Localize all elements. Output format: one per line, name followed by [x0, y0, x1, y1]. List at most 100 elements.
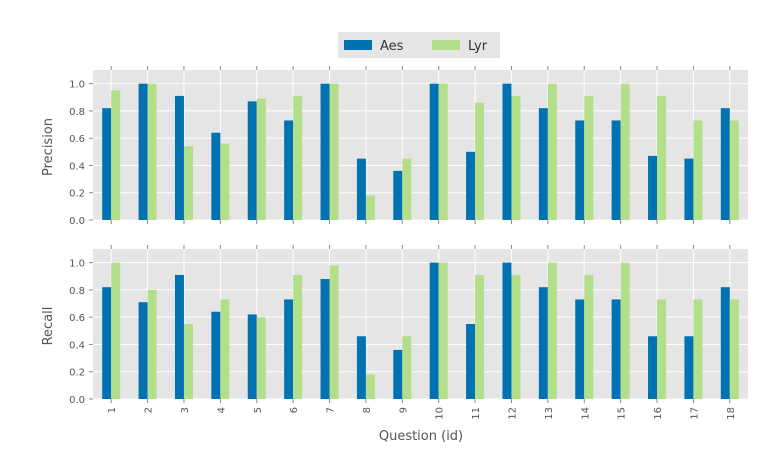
bar-recall-aes-11: [466, 324, 476, 399]
bar-precision-lyr-4: [220, 143, 230, 220]
plot-background-recall: [93, 249, 748, 399]
y-axis-title-precision: Precision: [41, 118, 56, 176]
y-tick-label-recall-1: 0.2: [69, 368, 85, 379]
bar-precision-aes-9: [393, 170, 403, 220]
bar-precision-lyr-3: [183, 146, 193, 220]
x-tick-label-18: 18: [726, 407, 737, 420]
bar-precision-aes-17: [684, 158, 694, 220]
precision-panel: 0.0 0.2 0.4 0.6 0.8 1.0: [69, 66, 748, 227]
bar-precision-aes-11: [466, 151, 476, 220]
bar-recall-aes-2: [138, 302, 148, 399]
bar-precision-lyr-12: [511, 95, 521, 220]
x-tick-label-11: 11: [471, 407, 482, 420]
x-tick-label-17: 17: [689, 407, 700, 420]
bar-recall-lyr-11: [475, 274, 485, 399]
bar-recall-aes-4: [211, 311, 221, 399]
x-tick-label-2: 2: [144, 407, 155, 413]
bar-recall-lyr-1: [111, 262, 121, 399]
y-tick-label-precision-5: 1.0: [69, 80, 85, 91]
y-tick-label-recall-0: 0.0: [69, 395, 85, 406]
bar-precision-aes-10: [429, 83, 439, 221]
x-tick-label-10: 10: [435, 407, 446, 420]
bar-precision-aes-13: [538, 108, 548, 220]
bar-recall-lyr-10: [438, 262, 448, 399]
bar-recall-lyr-2: [147, 289, 157, 399]
x-tick-label-8: 8: [362, 407, 373, 413]
bar-precision-lyr-6: [293, 95, 303, 220]
x-axis-title: Question (id): [379, 429, 463, 444]
y-tick-label-precision-3: 0.6: [69, 134, 85, 145]
bar-recall-aes-16: [648, 336, 658, 399]
x-tick-label-13: 13: [544, 407, 555, 420]
bar-precision-aes-6: [284, 120, 294, 220]
bar-recall-lyr-5: [256, 317, 266, 399]
bar-precision-aes-8: [356, 158, 366, 220]
bar-precision-lyr-2: [147, 83, 157, 221]
bar-recall-lyr-8: [365, 374, 375, 399]
bar-recall-lyr-3: [183, 324, 193, 399]
bar-recall-aes-15: [611, 299, 621, 399]
bar-precision-aes-16: [648, 155, 658, 220]
legend-label-lyr: Lyr: [468, 39, 488, 54]
bar-recall-aes-6: [284, 299, 294, 399]
bar-precision-aes-3: [174, 95, 184, 220]
x-tick-label-1: 1: [107, 407, 118, 413]
bar-recall-aes-8: [356, 336, 366, 399]
bar-precision-lyr-15: [620, 83, 630, 221]
y-tick-label-precision-1: 0.2: [69, 189, 85, 200]
x-tick-label-14: 14: [580, 407, 591, 420]
bar-precision-lyr-17: [693, 120, 703, 220]
x-tick-label-6: 6: [289, 407, 300, 413]
bar-recall-lyr-14: [584, 274, 594, 399]
x-tick-label-16: 16: [653, 407, 664, 420]
x-tick-label-5: 5: [253, 407, 264, 413]
x-tick-label-12: 12: [507, 407, 518, 420]
plot-background-precision: [93, 70, 748, 220]
x-tick-label-4: 4: [216, 407, 227, 413]
legend-swatch-lyr: [432, 40, 460, 50]
x-tick-label-9: 9: [398, 407, 409, 413]
bar-recall-aes-9: [393, 349, 403, 399]
bar-recall-lyr-6: [293, 274, 303, 399]
bar-recall-aes-7: [320, 279, 330, 399]
bar-recall-lyr-13: [547, 262, 557, 399]
bar-precision-aes-4: [211, 132, 221, 220]
bar-recall-lyr-7: [329, 265, 339, 399]
bar-precision-lyr-5: [256, 98, 266, 220]
bar-precision-aes-12: [502, 83, 512, 221]
x-tick-label-7: 7: [326, 407, 337, 413]
bar-recall-lyr-16: [657, 299, 667, 399]
bar-recall-aes-18: [720, 287, 730, 399]
bar-precision-lyr-16: [657, 95, 667, 220]
y-tick-label-recall-5: 1.0: [69, 259, 85, 270]
legend: Aes Lyr: [338, 32, 500, 58]
bar-precision-lyr-14: [584, 95, 594, 220]
bar-precision-aes-18: [720, 108, 730, 220]
bar-recall-lyr-12: [511, 274, 521, 399]
x-tick-label-15: 15: [617, 407, 628, 420]
y-tick-label-recall-4: 0.8: [69, 286, 85, 297]
y-tick-label-recall-2: 0.4: [69, 340, 85, 351]
bar-recall-aes-1: [102, 287, 112, 399]
bar-precision-aes-14: [575, 120, 585, 220]
y-tick-label-precision-0: 0.0: [69, 216, 85, 227]
x-tick-label-3: 3: [180, 407, 191, 413]
bar-precision-lyr-13: [547, 83, 557, 221]
bar-precision-aes-1: [102, 108, 112, 220]
bar-recall-aes-13: [538, 287, 548, 399]
bar-precision-lyr-18: [729, 120, 739, 220]
bar-recall-lyr-17: [693, 299, 703, 399]
bar-recall-aes-14: [575, 299, 585, 399]
bar-recall-aes-3: [174, 274, 184, 399]
bar-recall-aes-5: [247, 314, 257, 399]
y-axis-title-recall: Recall: [41, 307, 56, 346]
bar-recall-lyr-4: [220, 299, 230, 399]
x-tick-labels: 1 2 3 4 5 6 7 8 9 10 11 12 13 14 15 16 17 18: [107, 407, 737, 420]
bar-precision-aes-15: [611, 120, 621, 220]
y-tick-label-recall-3: 0.6: [69, 313, 85, 324]
bar-precision-lyr-8: [365, 195, 375, 220]
bar-precision-aes-7: [320, 83, 330, 221]
bar-precision-lyr-11: [475, 102, 485, 220]
bar-precision-lyr-10: [438, 83, 448, 221]
